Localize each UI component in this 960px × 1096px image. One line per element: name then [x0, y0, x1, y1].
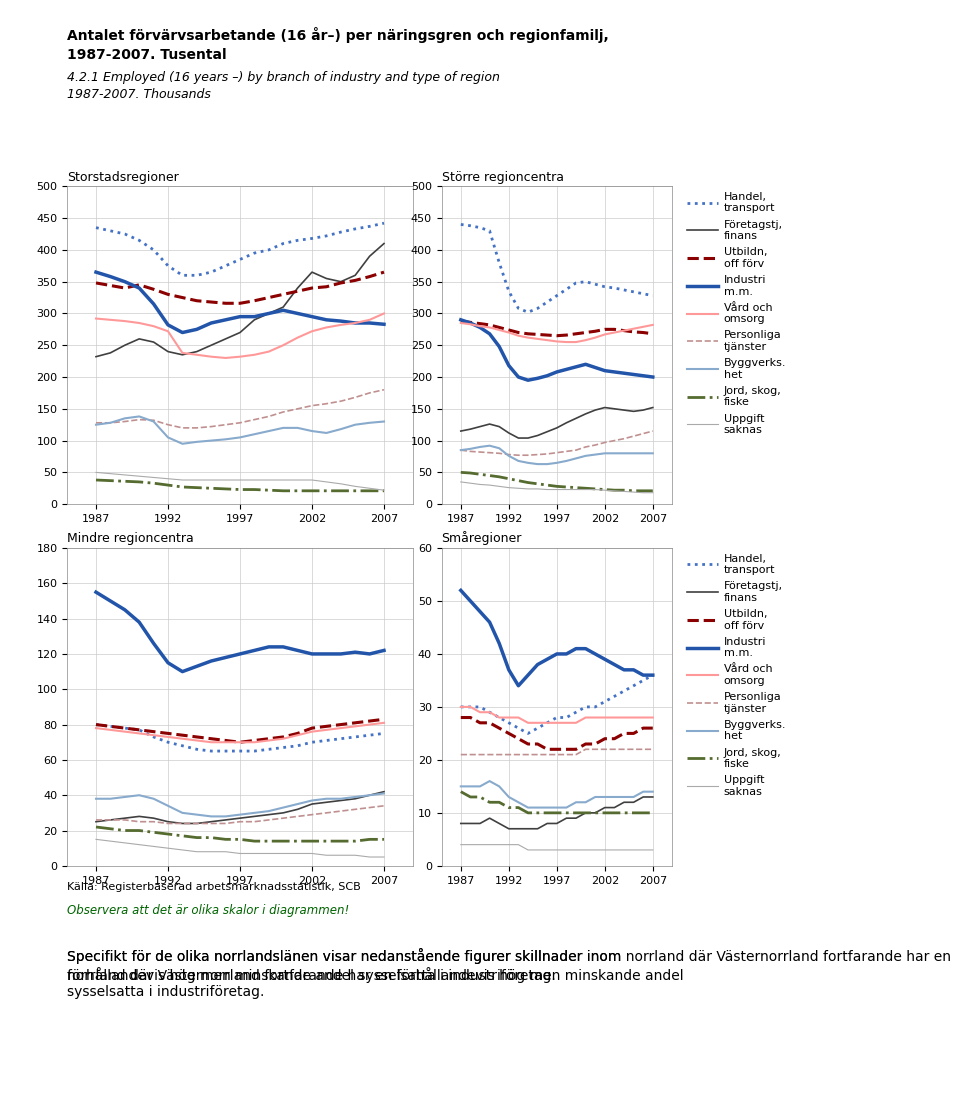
Text: Storstadsregioner: Storstadsregioner — [67, 171, 179, 184]
Legend: Handel,
transport, Företagstj,
finans, Utbildn,
off förv, Industri
m.m., Vård oc: Handel, transport, Företagstj, finans, U… — [687, 192, 786, 435]
Text: Småregioner: Småregioner — [442, 532, 522, 546]
Text: Större regioncentra: Större regioncentra — [442, 171, 564, 184]
Text: Specifikt för de olika norrlandslänen visar nedanstående figurer skillnader inom: Specifikt för de olika norrlandslänen vi… — [67, 948, 684, 998]
Text: Specifikt för de olika norrlandslänen visar nedanstående figurer skillnader inom: Specifikt för de olika norrlandslänen vi… — [67, 948, 951, 982]
Text: Observera att det är olika skalor i diagrammen!: Observera att det är olika skalor i diag… — [67, 904, 349, 917]
Text: Källa: Registerbaserad arbetsmarknadsstatistik, SCB: Källa: Registerbaserad arbetsmarknadssta… — [67, 882, 361, 892]
Text: Antalet förvärvsarbetande (16 år–) per näringsgren och regionfamilj,
1987-2007. : Antalet förvärvsarbetande (16 år–) per n… — [67, 27, 609, 61]
Text: 4.2.1 Employed (16 years –) by branch of industry and type of region
1987-2007. : 4.2.1 Employed (16 years –) by branch of… — [67, 71, 500, 101]
Text: Mindre regioncentra: Mindre regioncentra — [67, 533, 194, 546]
Legend: Handel,
transport, Företagstj,
finans, Utbildn,
off förv, Industri
m.m., Vård oc: Handel, transport, Företagstj, finans, U… — [687, 553, 786, 797]
